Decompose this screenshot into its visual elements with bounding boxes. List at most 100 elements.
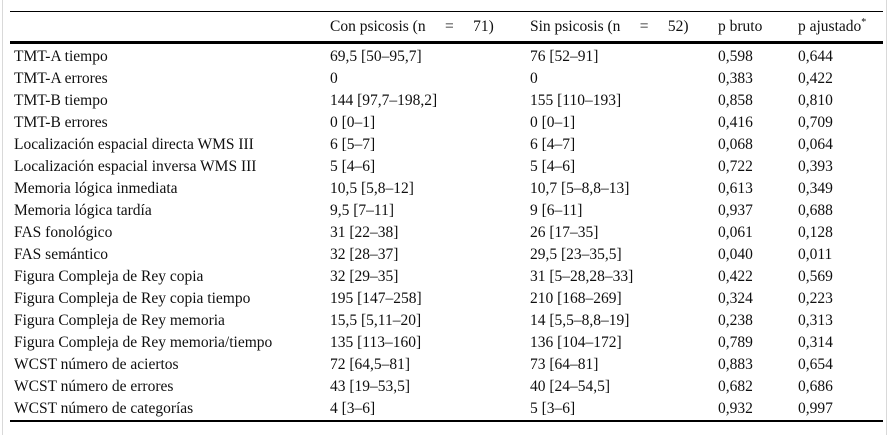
test-name-cell: Figura Compleja de Rey memoria xyxy=(14,312,225,329)
sin-psicosis-cell: 155 [110–193] xyxy=(530,92,622,109)
p-ajustado-cell: 0,569 xyxy=(798,268,833,285)
test-name-cell: WCST número de errores xyxy=(14,378,174,395)
sin-psicosis-cell: 76 [52–91] xyxy=(530,48,599,65)
table-row: FAS fonológico 31 [22–38] 26 [17–35] 0,0… xyxy=(10,222,883,244)
con-psicosis-cell: 0 xyxy=(330,70,338,87)
table-row: WCST número de errores 43 [19–53,5] 40 [… xyxy=(10,376,883,398)
sin-psicosis-cell: 5 [3–6] xyxy=(530,400,576,417)
con-psicosis-cell: 32 [28–37] xyxy=(330,246,399,263)
con-psicosis-cell: 144 [97,7–198,2] xyxy=(330,92,438,109)
con-psicosis-cell: 5 [4–6] xyxy=(330,158,376,175)
results-table: Con psicosis (n = 71) Sin psicosis (n = … xyxy=(10,11,883,422)
p-ajustado-cell: 0,422 xyxy=(798,70,833,87)
p-ajustado-cell: 0,810 xyxy=(798,92,833,109)
test-name-cell: Figura Compleja de Rey copia tiempo xyxy=(14,290,251,307)
table-row: FAS semántico 32 [28–37] 29,5 [23–35,5] … xyxy=(10,244,883,266)
table-row: Localización espacial inversa WMS III 5 … xyxy=(10,156,883,178)
table-row: TMT-B tiempo 144 [97,7–198,2] 155 [110–1… xyxy=(10,90,883,112)
test-name-cell: Figura Compleja de Rey copia xyxy=(14,268,204,285)
p-bruto-cell: 0,040 xyxy=(718,246,753,263)
table-row: Memoria lógica inmediata 10,5 [5,8–12] 1… xyxy=(10,178,883,200)
con-psicosis-cell: 15,5 [5,11–20] xyxy=(330,312,422,329)
sin-psicosis-cell: 14 [5,5–8,8–19] xyxy=(530,312,630,329)
sin-psicosis-cell: 9 [6–11] xyxy=(530,202,583,219)
p-bruto-cell: 0,613 xyxy=(718,180,753,197)
table-row: Memoria lógica tardía 9,5 [7–11] 9 [6–11… xyxy=(10,200,883,222)
con-psicosis-cell: 195 [147–258] xyxy=(330,290,422,307)
sin-psicosis-cell: 26 [17–35] xyxy=(530,224,599,241)
table-row: TMT-A errores 0 0 0,383 0,422 xyxy=(10,68,883,90)
table-row: Figura Compleja de Rey memoria/tiempo 13… xyxy=(10,332,883,354)
p-bruto-cell: 0,324 xyxy=(718,290,753,307)
sin-psicosis-cell: 31 [5–28,28–33] xyxy=(530,268,634,285)
table-row: TMT-B errores 0 [0–1] 0 [0–1] 0,416 0,70… xyxy=(10,112,883,134)
p-ajustado-cell: 0,686 xyxy=(798,378,833,395)
p-bruto-cell: 0,068 xyxy=(718,136,753,153)
table-row: WCST número de aciertos 72 [64,5–81] 73 … xyxy=(10,354,883,376)
con-psicosis-cell: 135 [113–160] xyxy=(330,334,422,351)
sin-psicosis-cell: 29,5 [23–35,5] xyxy=(530,246,622,263)
header-p-ajustado-label: p ajustado xyxy=(798,17,862,35)
con-psicosis-cell: 31 [22–38] xyxy=(330,224,399,241)
p-bruto-cell: 0,932 xyxy=(718,400,753,417)
test-name-cell: TMT-B errores xyxy=(14,114,108,131)
con-psicosis-cell: 72 [64,5–81] xyxy=(330,356,411,373)
p-bruto-cell: 0,238 xyxy=(718,312,753,329)
p-bruto-cell: 0,883 xyxy=(718,356,753,373)
p-bruto-cell: 0,598 xyxy=(718,48,753,65)
header-row: Con psicosis (n = 71) Sin psicosis (n = … xyxy=(10,11,883,44)
header-test-column xyxy=(10,11,326,44)
test-name-cell: FAS semántico xyxy=(14,246,108,263)
p-ajustado-cell: 0,349 xyxy=(798,180,833,197)
sin-psicosis-cell: 10,7 [5–8,8–13] xyxy=(530,180,630,197)
test-name-cell: Localización espacial directa WMS III xyxy=(14,136,254,153)
header-sin-psicosis: Sin psicosis (n = 52) xyxy=(526,11,714,44)
p-ajustado-cell: 0,654 xyxy=(798,356,833,373)
sin-psicosis-cell: 6 [4–7] xyxy=(530,136,576,153)
sin-psicosis-cell: 40 [24–54,5] xyxy=(530,378,611,395)
p-bruto-cell: 0,789 xyxy=(718,334,753,351)
con-psicosis-cell: 43 [19–53,5] xyxy=(330,378,411,395)
sin-psicosis-cell: 136 [104–172] xyxy=(530,334,622,351)
p-ajustado-cell: 0,393 xyxy=(798,158,833,175)
test-name-cell: FAS fonológico xyxy=(14,224,113,241)
con-psicosis-cell: 0 [0–1] xyxy=(330,114,376,131)
con-psicosis-cell: 9,5 [7–11] xyxy=(330,202,394,219)
p-bruto-cell: 0,682 xyxy=(718,378,753,395)
p-bruto-cell: 0,416 xyxy=(718,114,753,131)
p-ajustado-cell: 0,064 xyxy=(798,136,833,153)
header-p-bruto: p bruto xyxy=(714,11,794,44)
test-name-cell: Figura Compleja de Rey memoria/tiempo xyxy=(14,334,273,351)
con-psicosis-cell: 4 [3–6] xyxy=(330,400,376,417)
p-bruto-cell: 0,858 xyxy=(718,92,753,109)
header-p-ajustado: p ajustado* xyxy=(794,11,883,44)
test-name-cell: Localización espacial inversa WMS III xyxy=(14,158,257,175)
p-ajustado-cell: 0,313 xyxy=(798,312,833,329)
sin-psicosis-cell: 210 [168–269] xyxy=(530,290,622,307)
p-bruto-cell: 0,722 xyxy=(718,158,753,175)
table-row: Localización espacial directa WMS III 6 … xyxy=(10,134,883,156)
table-body: TMT-A tiempo 69,5 [50–95,7] 76 [52–91] 0… xyxy=(10,43,883,422)
p-ajustado-cell: 0,644 xyxy=(798,48,833,65)
p-bruto-cell: 0,937 xyxy=(718,202,753,219)
con-psicosis-cell: 69,5 [50–95,7] xyxy=(330,48,422,65)
p-ajustado-cell: 0,223 xyxy=(798,290,833,307)
sin-psicosis-cell: 0 [0–1] xyxy=(530,114,576,131)
p-bruto-cell: 0,383 xyxy=(718,70,753,87)
p-bruto-cell: 0,061 xyxy=(718,224,753,241)
test-name-cell: TMT-B tiempo xyxy=(14,92,108,109)
test-name-cell: WCST número de aciertos xyxy=(14,356,179,373)
test-name-cell: Memoria lógica tardía xyxy=(14,202,152,219)
table-row: Figura Compleja de Rey memoria 15,5 [5,1… xyxy=(10,310,883,332)
con-psicosis-cell: 32 [29–35] xyxy=(330,268,399,285)
test-name-cell: WCST número de categorías xyxy=(14,400,194,417)
sin-psicosis-cell: 0 xyxy=(530,70,538,87)
table-row: Figura Compleja de Rey copia 32 [29–35] … xyxy=(10,266,883,288)
p-ajustado-cell: 0,997 xyxy=(798,400,833,417)
p-ajustado-cell: 0,011 xyxy=(798,246,833,263)
table-row: Figura Compleja de Rey copia tiempo 195 … xyxy=(10,288,883,310)
table-row: TMT-A tiempo 69,5 [50–95,7] 76 [52–91] 0… xyxy=(10,43,883,69)
p-ajustado-cell: 0,314 xyxy=(798,334,833,351)
footnote-asterisk: * xyxy=(861,16,867,28)
